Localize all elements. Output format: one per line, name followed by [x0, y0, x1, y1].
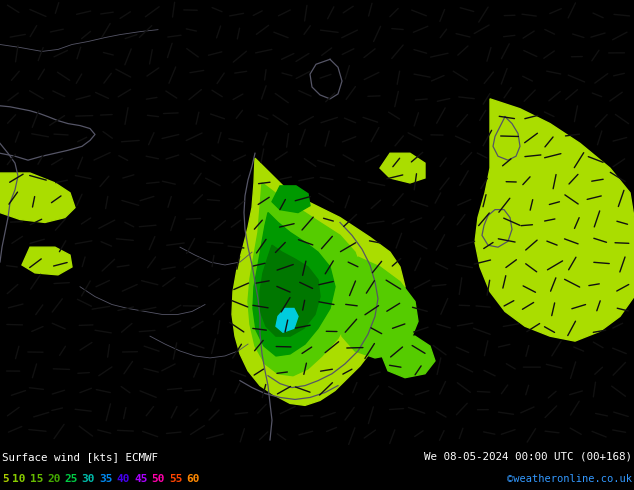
Polygon shape: [340, 257, 418, 358]
Polygon shape: [272, 186, 310, 213]
Text: 5: 5: [2, 474, 9, 484]
Polygon shape: [475, 99, 634, 341]
Text: 40: 40: [117, 474, 130, 484]
Text: Surface wind [kts] ECMWF: Surface wind [kts] ECMWF: [2, 452, 158, 462]
Text: 30: 30: [82, 474, 95, 484]
Polygon shape: [248, 183, 362, 376]
Text: 15: 15: [30, 474, 43, 484]
Text: 25: 25: [65, 474, 78, 484]
Text: 60: 60: [186, 474, 200, 484]
Polygon shape: [260, 245, 320, 336]
Text: ©weatheronline.co.uk: ©weatheronline.co.uk: [507, 474, 632, 484]
Text: 20: 20: [47, 474, 60, 484]
Polygon shape: [22, 247, 72, 275]
Polygon shape: [232, 158, 405, 405]
Text: 50: 50: [152, 474, 165, 484]
Text: 55: 55: [169, 474, 183, 484]
Polygon shape: [276, 309, 298, 332]
Text: 35: 35: [99, 474, 113, 484]
Polygon shape: [253, 213, 335, 356]
Polygon shape: [0, 173, 75, 222]
Polygon shape: [382, 336, 435, 378]
Text: 10: 10: [12, 474, 26, 484]
Text: 45: 45: [134, 474, 148, 484]
Polygon shape: [380, 153, 425, 183]
Text: We 08-05-2024 00:00 UTC (00+168): We 08-05-2024 00:00 UTC (00+168): [424, 452, 632, 462]
